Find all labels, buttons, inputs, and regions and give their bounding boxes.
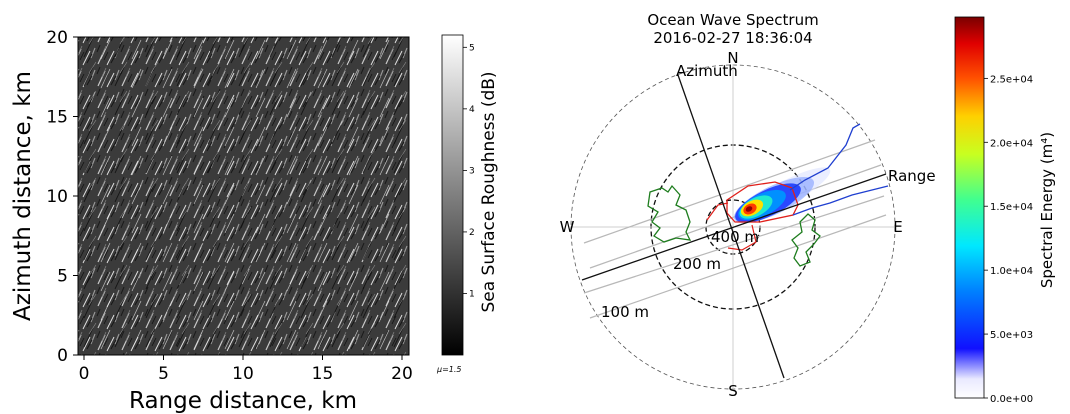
compass-west: W [560, 218, 575, 236]
sar-x-tick-label: 15 [312, 364, 334, 384]
spectral-energy-colorbar-tick-label: 2.5e+04 [990, 74, 1033, 85]
roughness-colorbar-ticks: 1 2 3 4 5 [463, 43, 475, 299]
blue-contour-upper [789, 123, 861, 191]
spectral-energy-colorbar-tick-label: 1.5e+04 [990, 202, 1033, 213]
spectral-energy-colorbar-tick-label: 1.0e+04 [990, 266, 1033, 277]
roughness-colorbar-tick-label: 4 [469, 105, 475, 115]
range-axis-line [581, 173, 887, 281]
spectral-energy-colorbar: 0.0e+00 5.0e+03 1.0e+04 1.5e+04 2.0e+04 2.5e+… [954, 16, 1056, 405]
sar-y-tick-label: 15 [46, 108, 68, 128]
sar-y-ticks: 0 5 10 15 20 [46, 28, 78, 366]
sar-y-tick-label: 0 [57, 346, 68, 366]
spectral-energy-colorbar-ticks: 0.0e+00 5.0e+03 1.0e+04 1.5e+04 2.0e+04 2.5e+… [984, 74, 1033, 405]
roughness-colorbar-tick-label: 5 [469, 43, 475, 53]
sar-x-tick-label: 5 [158, 364, 169, 384]
ring-label-400m: 400 m [711, 228, 759, 246]
blue-contour-lower [792, 185, 889, 216]
roughness-colorbar-tick-label: 3 [469, 166, 475, 176]
azimuth-axis-label: Azimuth [676, 62, 738, 80]
green-contour-east [791, 213, 821, 267]
compass-south: S [728, 382, 738, 400]
spectral-energy-colorbar-label: Spectral Energy (m⁴) [1038, 132, 1056, 288]
sar-y-tick-label: 5 [57, 267, 68, 287]
green-contour-west [647, 184, 692, 243]
roughness-colorbar-gradient [441, 34, 464, 356]
red-contour [726, 181, 799, 223]
sar-x-axis-label: Range distance, km [129, 388, 357, 414]
sar-x-ticks: 0 5 10 15 20 [79, 355, 413, 384]
compass-east: E [893, 218, 902, 236]
compass-north: N [727, 49, 738, 67]
spectral-energy-colorbar-tick-label: 2.0e+04 [990, 138, 1033, 149]
roughness-colorbar-tick-label: 2 [469, 228, 475, 238]
range-guide-line [583, 139, 876, 244]
roughness-colorbar-tick-label: 1 [469, 289, 475, 299]
sar-x-tick-label: 10 [232, 364, 254, 384]
sar-x-tick-label: 20 [391, 364, 413, 384]
range-guide-line [583, 195, 885, 294]
sar-x-tick-label: 0 [79, 364, 90, 384]
sar-y-tick-label: 10 [46, 187, 68, 207]
sar-y-axis-label: Azimuth distance, km [10, 71, 36, 321]
roughness-colorbar: 1 2 3 4 5 Sea Surface Roughness (dB) μ=1.5 [436, 34, 499, 374]
ring-label-200m: 200 m [673, 255, 721, 273]
azimuth-axis-line [677, 74, 785, 379]
sar-image-panel: 0 5 10 15 20 0 5 10 15 20 Range distance, km Azi… [10, 28, 413, 414]
range-axis-label: Range [888, 167, 936, 185]
ring-label-100m: 100 m [601, 303, 649, 321]
roughness-mean-footnote: μ=1.5 [436, 365, 462, 374]
red-contour-inner [706, 202, 757, 251]
spectral-energy-colorbar-gradient [954, 16, 985, 399]
spectral-energy-colorbar-tick-label: 0.0e+00 [990, 394, 1033, 405]
spectrum-title: Ocean Wave Spectrum [647, 11, 818, 29]
range-guide-line [589, 214, 887, 319]
wave-spectrum-panel: Ocean Wave Spectrum 2016-02-27 18:36:04 [560, 11, 936, 400]
roughness-colorbar-label: Sea Surface Roughness (dB) [479, 71, 499, 312]
spectral-energy-blob [733, 167, 831, 224]
spectral-energy-colorbar-tick-label: 5.0e+03 [990, 330, 1033, 341]
spectrum-timestamp: 2016-02-27 18:36:04 [653, 29, 812, 47]
sar-y-tick-label: 20 [46, 28, 68, 48]
